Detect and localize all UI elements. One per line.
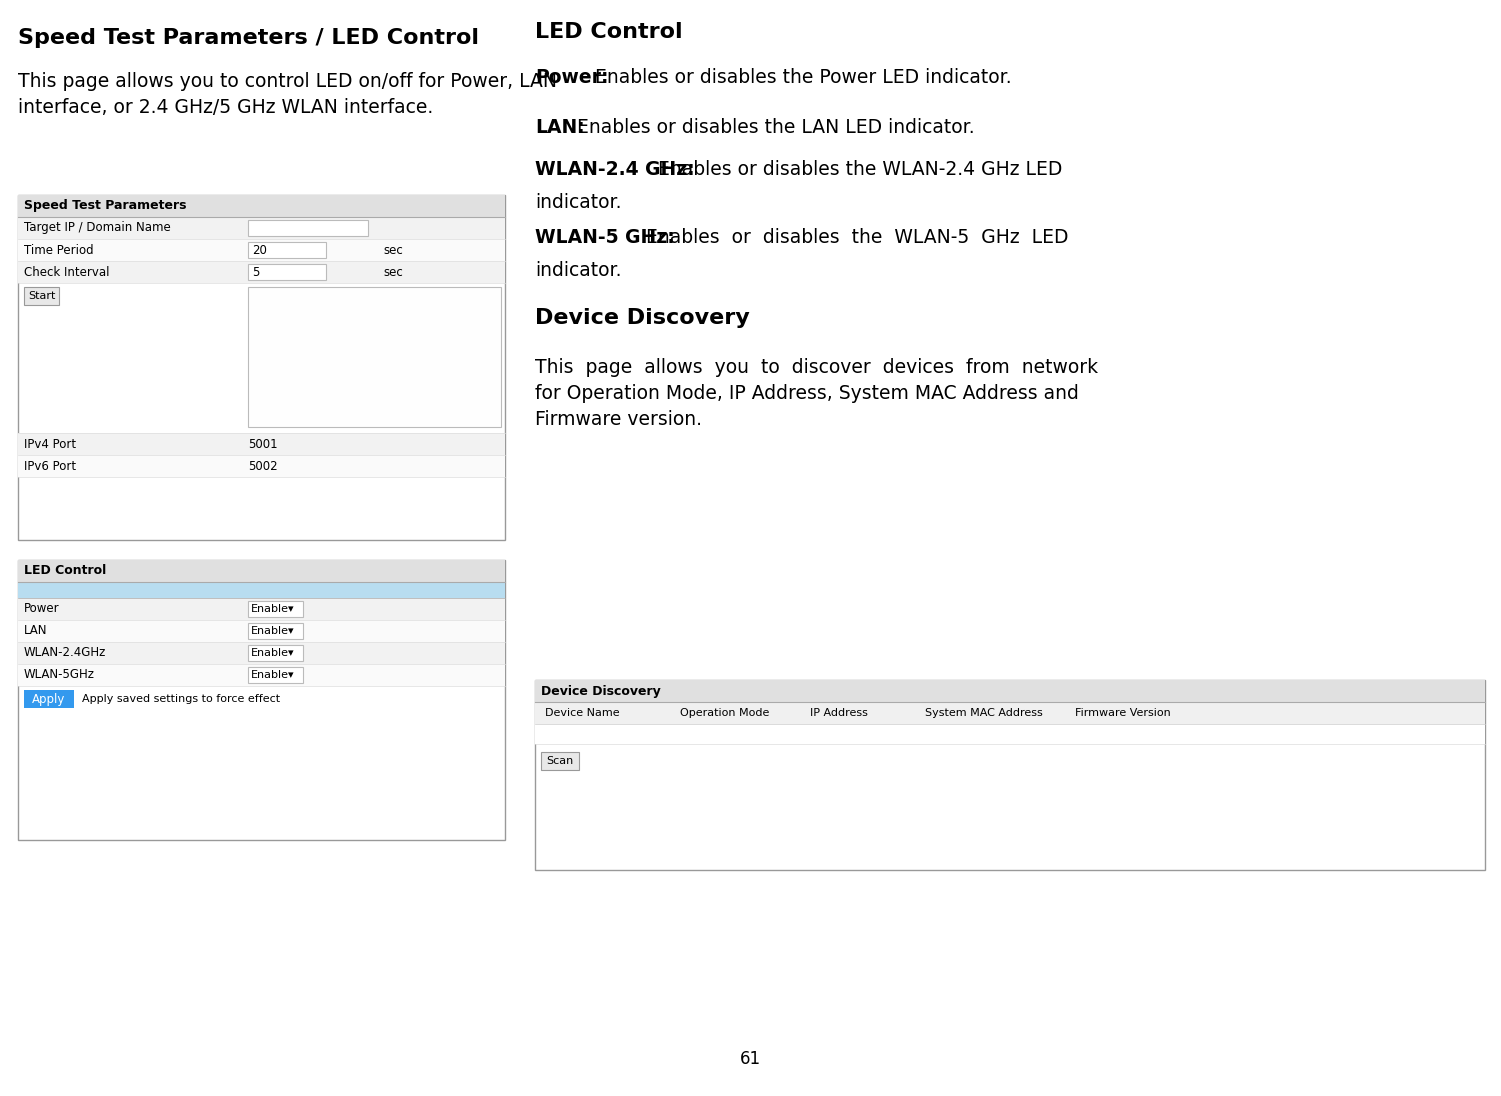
Text: Enables or disables the WLAN-2.4 GHz LED: Enables or disables the WLAN-2.4 GHz LED <box>651 160 1063 179</box>
Text: WLAN-5GHz: WLAN-5GHz <box>24 669 95 682</box>
FancyBboxPatch shape <box>18 455 504 477</box>
Text: Device Discovery: Device Discovery <box>534 308 750 328</box>
Text: Enables or disables the LAN LED indicator.: Enables or disables the LAN LED indicato… <box>570 118 974 137</box>
Text: Firmware Version: Firmware Version <box>1075 708 1171 718</box>
FancyBboxPatch shape <box>248 242 326 258</box>
Text: Speed Test Parameters: Speed Test Parameters <box>24 199 186 213</box>
Text: Enable▾: Enable▾ <box>251 648 294 658</box>
Text: Enable▾: Enable▾ <box>251 604 294 614</box>
FancyBboxPatch shape <box>534 680 1484 703</box>
Text: 5: 5 <box>252 265 260 278</box>
FancyBboxPatch shape <box>18 642 504 664</box>
Text: Operation Mode: Operation Mode <box>680 708 770 718</box>
Text: Apply saved settings to force effect: Apply saved settings to force effect <box>83 694 281 704</box>
FancyBboxPatch shape <box>18 664 504 686</box>
FancyBboxPatch shape <box>248 667 303 683</box>
FancyBboxPatch shape <box>534 703 1484 724</box>
FancyBboxPatch shape <box>18 560 504 840</box>
FancyBboxPatch shape <box>534 724 1484 744</box>
FancyBboxPatch shape <box>18 195 504 217</box>
FancyBboxPatch shape <box>534 680 1484 870</box>
FancyBboxPatch shape <box>24 287 59 305</box>
FancyBboxPatch shape <box>248 220 368 236</box>
Text: Start: Start <box>29 292 56 301</box>
Text: Enables  or  disables  the  WLAN-5  GHz  LED: Enables or disables the WLAN-5 GHz LED <box>633 228 1069 247</box>
FancyBboxPatch shape <box>24 690 74 708</box>
Text: sec: sec <box>383 265 402 278</box>
Text: WLAN-5 GHz:: WLAN-5 GHz: <box>534 228 675 247</box>
Text: WLAN-2.4 GHz:: WLAN-2.4 GHz: <box>534 160 695 179</box>
Text: IPv4 Port: IPv4 Port <box>24 437 77 450</box>
Text: Firmware version.: Firmware version. <box>534 410 702 429</box>
Text: Apply: Apply <box>33 693 66 706</box>
Text: for Operation Mode, IP Address, System MAC Address and: for Operation Mode, IP Address, System M… <box>534 384 1079 403</box>
FancyBboxPatch shape <box>248 646 303 661</box>
Text: System MAC Address: System MAC Address <box>925 708 1043 718</box>
Text: LED Control: LED Control <box>24 564 107 578</box>
Text: This page allows you to control LED on/off for Power, LAN: This page allows you to control LED on/o… <box>18 72 557 91</box>
Text: Power:: Power: <box>534 68 608 87</box>
Text: Enables or disables the Power LED indicator.: Enables or disables the Power LED indica… <box>588 68 1012 87</box>
Text: 20: 20 <box>252 243 267 256</box>
Text: Enable▾: Enable▾ <box>251 626 294 636</box>
FancyBboxPatch shape <box>18 582 504 598</box>
Text: WLAN-2.4GHz: WLAN-2.4GHz <box>24 647 107 660</box>
Text: 61: 61 <box>740 1050 761 1068</box>
FancyBboxPatch shape <box>18 620 504 642</box>
Text: LED Control: LED Control <box>534 22 683 42</box>
Text: Time Period: Time Period <box>24 243 93 256</box>
FancyBboxPatch shape <box>248 287 501 427</box>
FancyBboxPatch shape <box>540 752 579 770</box>
FancyBboxPatch shape <box>18 433 504 455</box>
Text: indicator.: indicator. <box>534 193 621 212</box>
FancyBboxPatch shape <box>18 560 504 582</box>
FancyBboxPatch shape <box>18 195 504 540</box>
Text: Enable▾: Enable▾ <box>251 670 294 680</box>
FancyBboxPatch shape <box>248 623 303 639</box>
Text: Target IP / Domain Name: Target IP / Domain Name <box>24 221 171 235</box>
Text: This  page  allows  you  to  discover  devices  from  network: This page allows you to discover devices… <box>534 358 1099 377</box>
Text: IP Address: IP Address <box>811 708 868 718</box>
Text: LAN:: LAN: <box>534 118 585 137</box>
FancyBboxPatch shape <box>18 598 504 620</box>
Text: interface, or 2.4 GHz/5 GHz WLAN interface.: interface, or 2.4 GHz/5 GHz WLAN interfa… <box>18 98 434 117</box>
Text: indicator.: indicator. <box>534 261 621 279</box>
Text: IPv6 Port: IPv6 Port <box>24 459 77 472</box>
Text: Check Interval: Check Interval <box>24 265 110 278</box>
FancyBboxPatch shape <box>18 217 504 239</box>
Text: Speed Test Parameters / LED Control: Speed Test Parameters / LED Control <box>18 28 479 48</box>
FancyBboxPatch shape <box>18 261 504 283</box>
Text: Device Name: Device Name <box>545 708 620 718</box>
Text: 5001: 5001 <box>248 437 278 450</box>
Text: Device Discovery: Device Discovery <box>540 685 660 697</box>
Text: Scan: Scan <box>546 756 573 766</box>
FancyBboxPatch shape <box>248 264 326 279</box>
FancyBboxPatch shape <box>18 239 504 261</box>
FancyBboxPatch shape <box>248 601 303 617</box>
Text: sec: sec <box>383 243 402 256</box>
Text: 5002: 5002 <box>248 459 278 472</box>
Text: Power: Power <box>24 603 60 616</box>
Text: LAN: LAN <box>24 625 48 638</box>
